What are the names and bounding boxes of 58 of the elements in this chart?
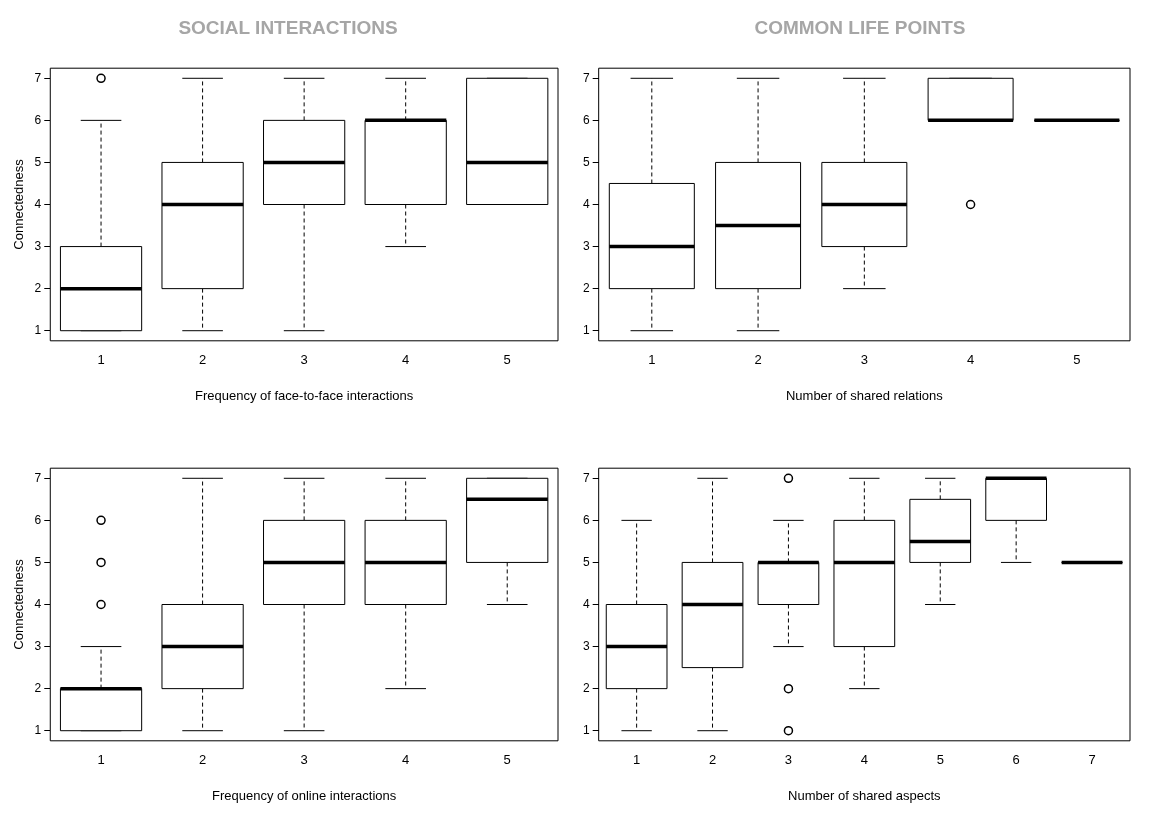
y-tick-label: 1 [34, 723, 42, 738]
y-tick-label: 5 [34, 554, 42, 569]
x-tick-label: 2 [754, 352, 762, 368]
y-tick-label: 7 [582, 70, 590, 85]
y-tick-label: 5 [34, 154, 42, 169]
y-tick-label: 4 [582, 196, 590, 211]
y-tick-label: 1 [34, 323, 42, 338]
x-tick-label: 5 [936, 752, 944, 768]
x-tick-label: 2 [708, 752, 717, 768]
y-tick-label: 6 [34, 512, 42, 527]
y-tick-label: 7 [34, 70, 42, 85]
x-tick-label: 5 [1073, 352, 1081, 368]
x-axis-title: Number of shared relations [785, 387, 944, 403]
y-tick-label: 4 [34, 196, 42, 211]
y-axis-title: Connectedness [11, 158, 27, 250]
x-tick-label: 3 [300, 352, 308, 368]
x-tick-label: 4 [966, 352, 975, 368]
x-axis-title: Number of shared aspects [788, 787, 942, 803]
chart-title: SOCIAL INTERACTIONS [177, 16, 399, 40]
y-tick-label: 2 [582, 280, 590, 295]
y-tick-label: 6 [582, 512, 590, 527]
y-tick-label: 3 [34, 638, 42, 653]
x-tick-label: 1 [648, 352, 656, 368]
y-tick-label: 1 [582, 323, 590, 338]
x-tick-label: 1 [97, 352, 105, 368]
y-tick-label: 4 [34, 596, 42, 611]
y-tick-label: 5 [582, 154, 590, 169]
y-tick-label: 4 [582, 596, 590, 611]
x-tick-label: 3 [860, 352, 868, 368]
y-tick-label: 2 [582, 680, 590, 695]
x-tick-label: 1 [97, 752, 105, 768]
y-tick-label: 6 [34, 112, 42, 127]
y-tick-label: 3 [34, 238, 42, 253]
x-axis-title: Frequency of online interactions [212, 787, 397, 803]
x-tick-label: 4 [860, 752, 868, 768]
chart-title: COMMON LIFE POINTS [753, 16, 967, 40]
x-tick-label: 2 [198, 352, 207, 368]
x-tick-label: 6 [1012, 752, 1020, 768]
x-tick-label: 5 [503, 752, 511, 768]
y-tick-label: 2 [34, 280, 42, 295]
x-tick-label: 7 [1088, 752, 1096, 768]
y-tick-label: 2 [34, 680, 42, 695]
y-axis-title: Connectedness [11, 558, 27, 650]
x-tick-label: 3 [300, 752, 308, 768]
x-tick-label: 5 [503, 352, 511, 368]
y-tick-label: 5 [582, 554, 590, 569]
y-tick-label: 1 [582, 723, 590, 738]
x-tick-label: 4 [402, 752, 410, 768]
y-tick-label: 6 [582, 112, 590, 127]
y-tick-label: 7 [34, 470, 42, 485]
y-tick-label: 3 [582, 638, 590, 653]
x-tick-label: 4 [402, 352, 410, 368]
x-tick-label: 2 [198, 752, 207, 768]
y-tick-label: 7 [582, 470, 590, 485]
y-tick-label: 3 [582, 238, 590, 253]
x-axis-title: Frequency of face-to-face interactions [195, 387, 414, 403]
x-tick-label: 1 [633, 752, 641, 768]
x-tick-label: 3 [784, 752, 793, 768]
